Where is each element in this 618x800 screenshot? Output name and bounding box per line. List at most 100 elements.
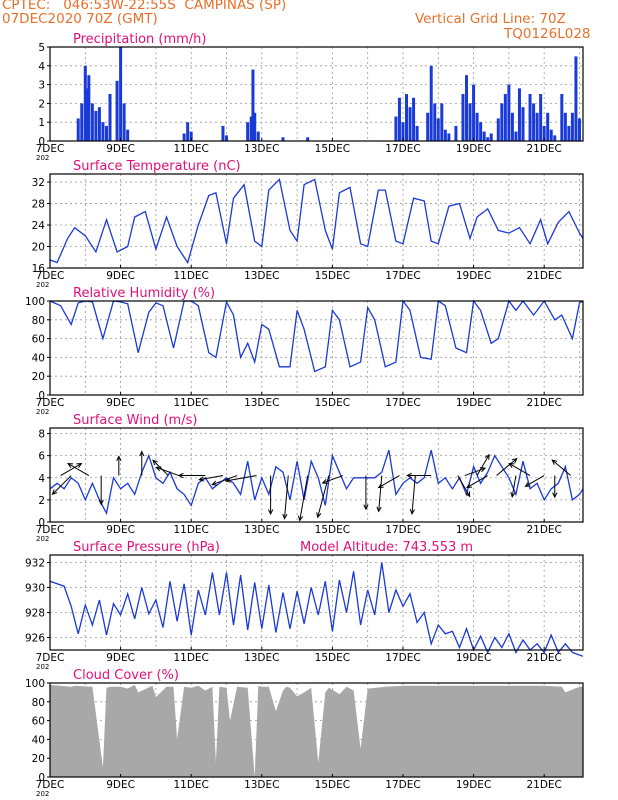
wind-arrow-shaft xyxy=(509,463,531,476)
precip-bar xyxy=(454,125,458,141)
precip-bar xyxy=(224,135,228,141)
header-station: CPTEC: 046:53W-22:55S CAMPINAS (SP) xyxy=(2,0,287,13)
wind-arrow-head xyxy=(551,459,558,465)
y-tick-label: 40 xyxy=(32,734,45,746)
x-day-label: 21DEC xyxy=(526,143,561,155)
precip-bar xyxy=(94,110,98,141)
x-day-label: 17DEC xyxy=(385,397,420,409)
wind-arrow-head xyxy=(524,481,531,487)
panel-title: Surface Temperature (nC) xyxy=(73,159,241,174)
wind-arrow-head xyxy=(98,499,104,506)
x-day-label: 7DEC xyxy=(36,270,65,282)
x-day-label: 13DEC xyxy=(244,652,279,664)
x-day-label: 17DEC xyxy=(385,143,420,155)
y-tick-label: 0 xyxy=(38,772,45,784)
x-day-label: 9DEC xyxy=(106,270,135,282)
x-day-label: 19DEC xyxy=(456,397,491,409)
x-day-label: 9DEC xyxy=(106,397,135,409)
wind-arrow-head xyxy=(116,455,122,462)
y-tick-label: 60 xyxy=(32,334,45,346)
y-tick-label: 16 xyxy=(32,263,46,275)
x-day-label: 9DEC xyxy=(106,779,135,791)
precip-bar xyxy=(489,133,493,141)
panel-frame xyxy=(49,554,584,651)
y-tick-label: 8 xyxy=(38,429,45,441)
precip-bar xyxy=(546,112,550,141)
x-day-label: 9DEC xyxy=(106,143,135,155)
precip-bar xyxy=(85,88,89,141)
wind-arrow-head xyxy=(198,476,205,482)
x-day-label: 7DEC xyxy=(36,779,65,791)
wind-arrow-head xyxy=(409,508,415,515)
y-tick-label: 6 xyxy=(38,451,45,463)
header-run: 07DEC2020 70Z (GMT) xyxy=(2,11,158,27)
wind-arrow-shaft xyxy=(299,475,309,521)
wind-arrow-shaft xyxy=(525,475,545,487)
precip-bar xyxy=(447,133,451,141)
x-day-label: 13DEC xyxy=(244,270,279,282)
precip-bar xyxy=(126,129,130,141)
precip-bar xyxy=(468,103,472,141)
wind-arrow-head xyxy=(406,472,412,479)
precip-bar xyxy=(570,112,574,141)
wind-arrow-head xyxy=(155,466,162,472)
panel-title: Surface Wind (m/s) xyxy=(73,413,197,428)
x-day-label: 11DEC xyxy=(173,143,208,155)
precip-bar xyxy=(408,107,412,141)
y-tick-label: 926 xyxy=(25,633,45,645)
precip-bar xyxy=(549,129,553,141)
x-day-label: 7DEC xyxy=(36,652,65,664)
precip-bar xyxy=(97,107,101,141)
precip-bar xyxy=(108,94,112,141)
x-day-label: 11DEC xyxy=(173,270,208,282)
precip-bar xyxy=(101,122,105,141)
precip-bar xyxy=(472,84,476,141)
precip-bar xyxy=(182,133,186,141)
wind-arrow-head xyxy=(321,479,328,484)
precip-bar xyxy=(401,122,405,141)
panel-frame xyxy=(49,173,584,269)
x-day-label: 19DEC xyxy=(456,524,491,536)
x-day-label: 9DEC xyxy=(106,524,135,536)
wind-arrow-head xyxy=(465,491,471,498)
cloud-cover-area xyxy=(50,684,583,777)
x-day-label: 21DEC xyxy=(526,397,561,409)
wind-arrow-head xyxy=(177,472,184,479)
wind-arrow-head xyxy=(267,509,274,516)
y-tick-label: 0 xyxy=(38,136,45,148)
series-line xyxy=(49,449,584,516)
y-tick-label: 5 xyxy=(38,42,45,54)
y-tick-label: 2 xyxy=(38,495,45,507)
x-day-label: 13DEC xyxy=(244,524,279,536)
y-tick-label: 32 xyxy=(32,177,45,189)
x-day-label: 17DEC xyxy=(385,652,420,664)
precip-bar xyxy=(249,116,253,141)
wind-arrow-head xyxy=(152,459,158,466)
wind-arrow-shaft xyxy=(378,475,400,488)
panel-title: Precipitation (mm/h) xyxy=(73,32,206,47)
precip-bar xyxy=(496,118,500,141)
panel-frame xyxy=(49,427,584,523)
precip-bar xyxy=(306,137,310,141)
precip-bar xyxy=(246,122,250,141)
precip-bar xyxy=(405,94,409,141)
series-line xyxy=(49,299,584,373)
wind-arrow-shaft xyxy=(496,458,518,476)
precip-bar xyxy=(394,116,398,141)
precip-bar xyxy=(189,131,193,141)
precip-bar xyxy=(83,65,87,141)
precip-bar xyxy=(461,94,465,141)
x-day-label: 19DEC xyxy=(456,779,491,791)
precip-bar xyxy=(440,103,444,141)
x-day-label: 15DEC xyxy=(315,270,350,282)
x-day-label: 17DEC xyxy=(385,779,420,791)
precip-bar xyxy=(104,125,108,141)
panel-title: Relative Humidity (%) xyxy=(73,286,215,301)
x-day-label: 19DEC xyxy=(456,652,491,664)
wind-arrow-head xyxy=(76,462,83,468)
panel-frame xyxy=(49,682,584,778)
wind-arrow-shaft xyxy=(411,475,416,514)
precip-bar xyxy=(507,84,511,141)
wind-arrow-head xyxy=(51,489,58,496)
